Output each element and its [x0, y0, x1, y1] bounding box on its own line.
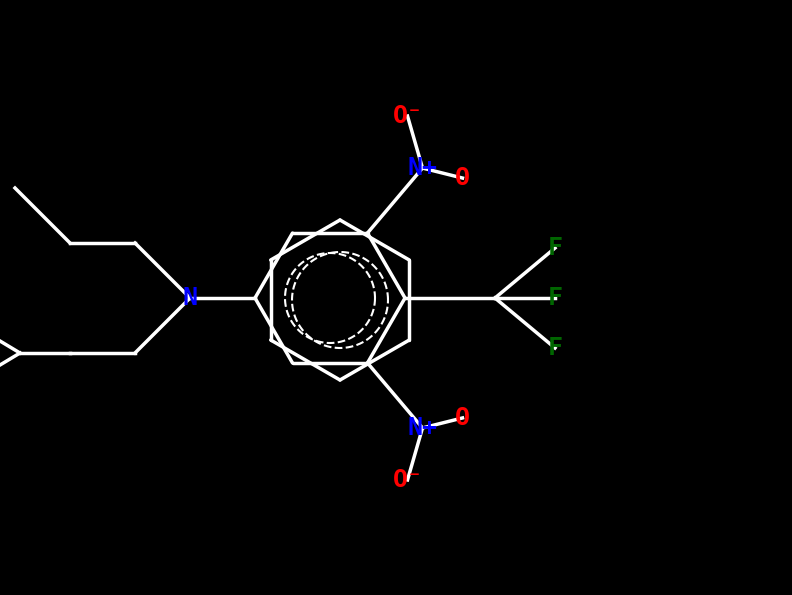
Text: F: F — [547, 336, 562, 360]
Text: O: O — [455, 406, 470, 430]
Text: N+: N+ — [408, 156, 437, 180]
Text: O⁻: O⁻ — [393, 468, 422, 492]
Text: F: F — [547, 286, 562, 310]
Text: N+: N+ — [408, 416, 437, 440]
Text: F: F — [547, 236, 562, 260]
Text: O⁻: O⁻ — [393, 104, 422, 128]
Text: O: O — [455, 166, 470, 190]
Text: N: N — [182, 286, 197, 310]
